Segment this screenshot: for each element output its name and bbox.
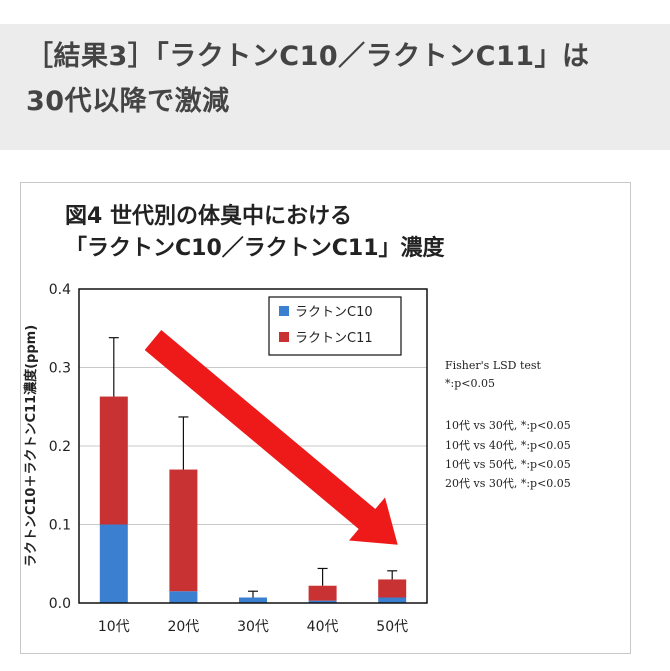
- result-heading-line-1: ［結果3］「ラクトンC10／ラクトンC11」は: [26, 41, 590, 72]
- stat-annotation: 10代 vs 40代, *:p<0.05: [445, 439, 571, 452]
- legend-swatch: [279, 306, 289, 316]
- x-tick-label: 20代: [167, 619, 199, 635]
- bar-c10: [378, 597, 407, 603]
- bar-c11: [99, 396, 128, 525]
- x-tick-label: 10代: [98, 619, 130, 635]
- result-heading-line-2: 30代以降で激減: [26, 86, 230, 117]
- bar-c11: [308, 585, 337, 601]
- bar-c10: [239, 597, 267, 603]
- chart-title-line-2: 「ラクトンC10／ラクトンC11」濃度: [65, 235, 446, 261]
- legend-label: ラクトンC10: [295, 305, 373, 320]
- y-tick-label: 0.3: [49, 361, 71, 377]
- y-tick-label: 0.0: [49, 596, 71, 612]
- result-heading: ［結果3］「ラクトンC10／ラクトンC11」は 30代以降で激減: [26, 34, 656, 124]
- legend-box: [268, 296, 402, 356]
- figure-frame: 図4 世代別の体臭中における 「ラクトンC10／ラクトンC11」濃度 0.0 0.…: [20, 182, 631, 654]
- legend-label: ラクトンC11: [295, 331, 373, 346]
- x-tick-label: 30代: [237, 619, 269, 635]
- legend-swatch: [279, 332, 289, 342]
- stat-annotation: Fisher's LSD test: [445, 359, 542, 372]
- lactone-chart: 図4 世代別の体臭中における 「ラクトンC10／ラクトンC11」濃度 0.0 0.…: [23, 203, 571, 635]
- plot-frame: [78, 288, 428, 604]
- chart-title-line-1: 図4 世代別の体臭中における: [65, 203, 352, 229]
- y-tick-label: 0.1: [49, 518, 71, 534]
- stat-annotation: 10代 vs 30代, *:p<0.05: [445, 419, 571, 432]
- bar-c10: [169, 591, 198, 603]
- y-axis-label: ラクトンC10＋ラクトンC11濃度(ppm): [23, 325, 39, 567]
- bar-c11: [169, 469, 198, 592]
- bar-c11: [378, 579, 407, 598]
- result-header-box: [0, 24, 670, 150]
- trend-arrow: [144, 330, 398, 545]
- bar-c10: [99, 524, 128, 603]
- stat-annotation: *:p<0.05: [445, 377, 495, 390]
- bar-c10: [308, 600, 337, 603]
- x-tick-label: 40代: [307, 619, 339, 635]
- y-tick-label: 0.2: [49, 439, 71, 455]
- y-tick-label: 0.4: [49, 282, 71, 298]
- x-tick-label: 50代: [376, 619, 408, 635]
- stat-annotation: 20代 vs 30代, *:p<0.05: [445, 477, 571, 490]
- stat-annotation: 10代 vs 50代, *:p<0.05: [445, 458, 571, 471]
